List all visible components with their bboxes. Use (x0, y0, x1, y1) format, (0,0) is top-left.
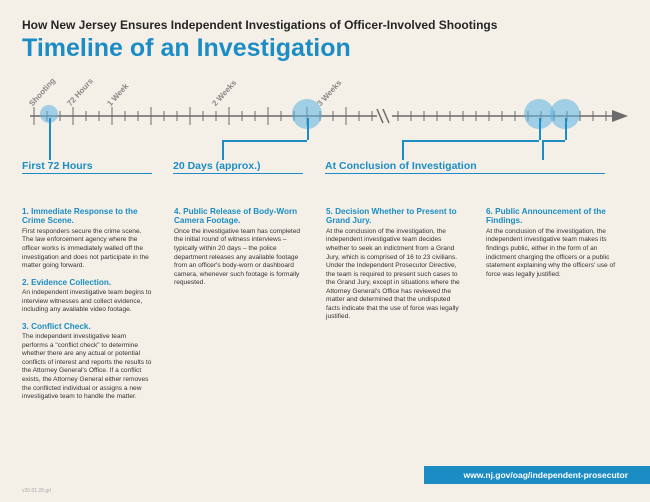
step: 4. Public Release of Body-Worn Camera Fo… (174, 207, 304, 288)
phase-label: 20 Days (approx.) (173, 160, 303, 174)
step-body: An independent investigative team begins… (22, 289, 152, 315)
connector (402, 140, 404, 160)
header-title: Timeline of an Investigation (22, 34, 628, 63)
step: 6. Public Announcement of the Findings. A… (486, 207, 624, 279)
step-body: Once the investigative team has complete… (174, 228, 304, 288)
content-column: 1. Immediate Response to the Crime Scene… (22, 207, 152, 409)
phase-label: First 72 Hours (22, 160, 152, 174)
footer-url: www.nj.gov/oag/independent-prosecutor (424, 466, 650, 484)
phase-label: At Conclusion of Investigation (325, 160, 605, 174)
content-column: 5. Decision Whether to Present to Grand … (326, 207, 464, 409)
step-title: 6. Public Announcement of the Findings. (486, 207, 624, 226)
step: 2. Evidence Collection. An independent in… (22, 278, 152, 315)
step-title: 1. Immediate Response to the Crime Scene… (22, 207, 152, 226)
content-columns: 1. Immediate Response to the Crime Scene… (22, 207, 628, 409)
connector (222, 140, 224, 160)
step: 5. Decision Whether to Present to Grand … (326, 207, 464, 322)
connector (539, 118, 541, 140)
connector (565, 118, 567, 140)
step-title: 5. Decision Whether to Present to Grand … (326, 207, 464, 226)
connector (402, 140, 539, 142)
connector (222, 140, 307, 142)
step-title: 4. Public Release of Body-Worn Camera Fo… (174, 207, 304, 226)
step: 3. Conflict Check. The independent invest… (22, 322, 152, 402)
step-body: First responders secure the crime scene.… (22, 228, 152, 271)
content-column: 4. Public Release of Body-Worn Camera Fo… (174, 207, 304, 409)
connector (542, 140, 544, 160)
step-body: At the conclusion of the investigation, … (326, 228, 464, 322)
footnote: v20.01.28.gd (22, 488, 51, 494)
connector (49, 118, 51, 160)
content-column: 6. Public Announcement of the Findings. A… (486, 207, 624, 409)
step-title: 3. Conflict Check. (22, 322, 152, 331)
timeline: Shooting72 Hours1 Week2 Weeks3 Weeks (22, 77, 628, 147)
step-title: 2. Evidence Collection. (22, 278, 152, 287)
header-subtitle: How New Jersey Ensures Independent Inves… (22, 18, 628, 32)
step-body: The independent investigative team perfo… (22, 333, 152, 402)
step: 1. Immediate Response to the Crime Scene… (22, 207, 152, 271)
step-body: At the conclusion of the investigation, … (486, 228, 624, 279)
connector (542, 140, 565, 142)
connector (307, 118, 309, 140)
